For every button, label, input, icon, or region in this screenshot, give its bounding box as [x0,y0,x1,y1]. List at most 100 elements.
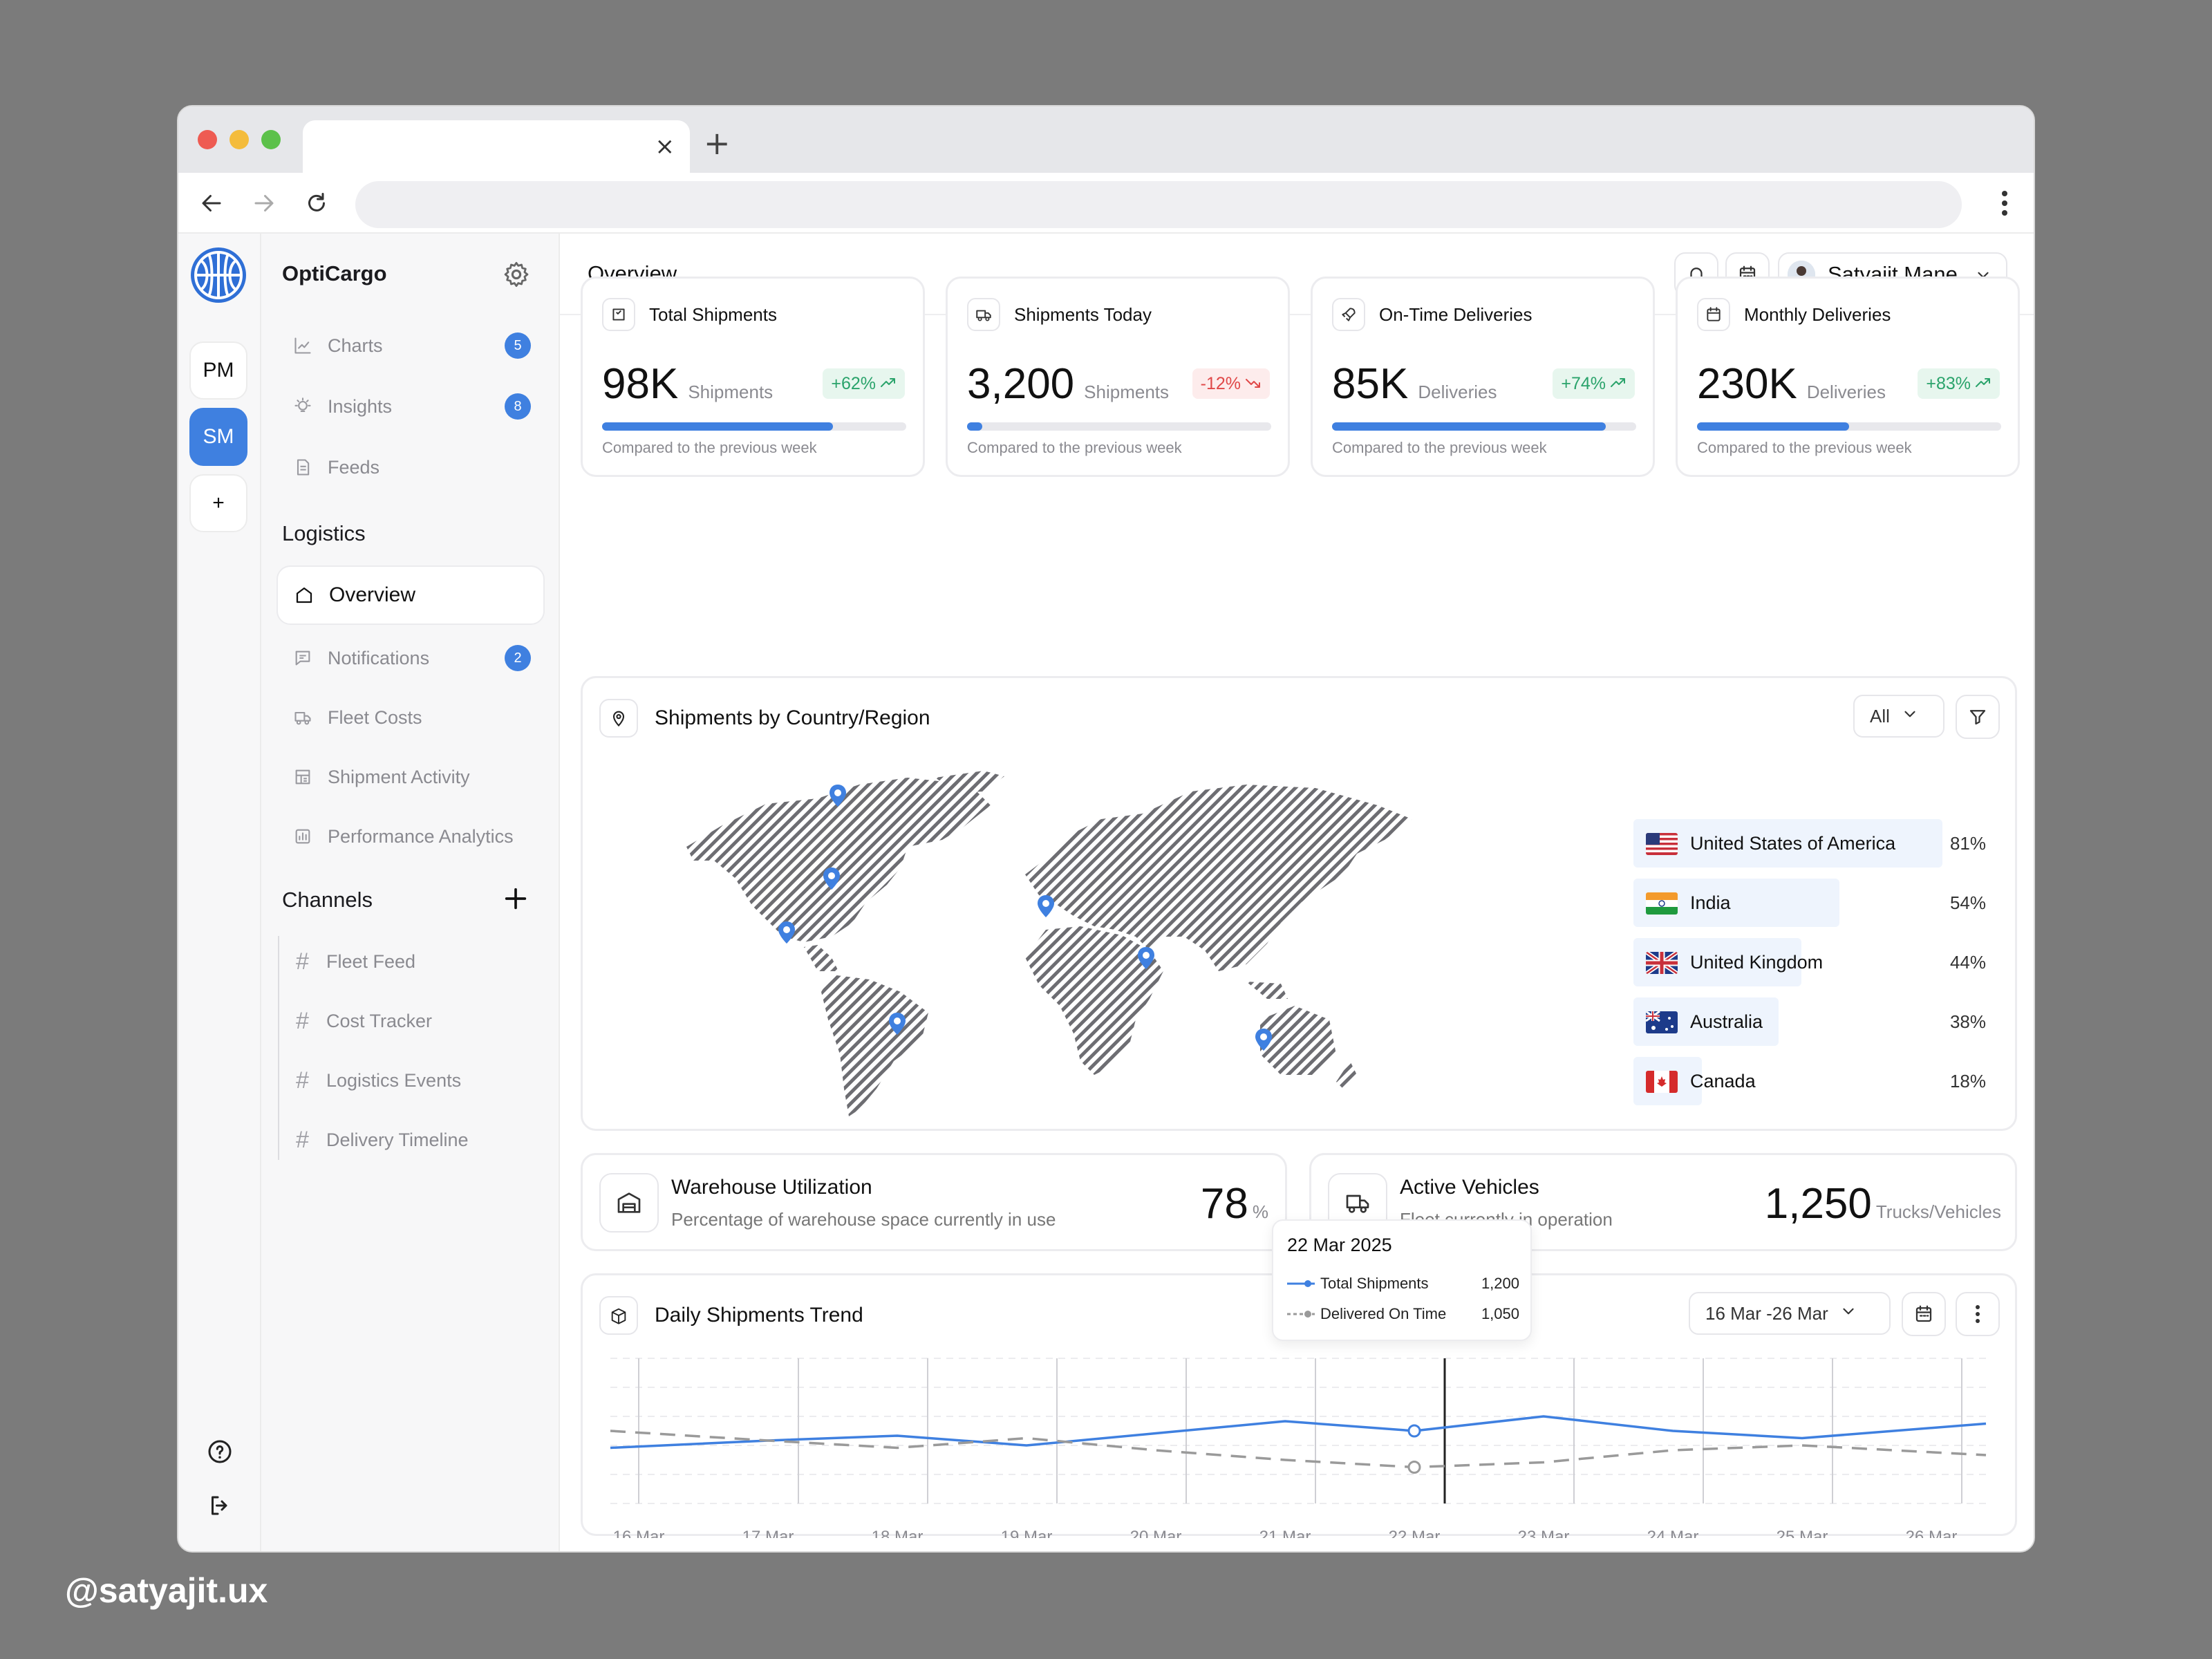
country-name: Canada [1690,1071,1756,1091]
progress-bar [1332,422,1636,431]
kpi-title: Monthly Deliveries [1744,303,1891,325]
channel-fleet-feed[interactable]: # Fleet Feed [296,948,415,975]
progress-fill [967,422,982,431]
country-percent: 54% [1949,892,1986,913]
value-unit: Trucks/Vehicles [1875,1201,2001,1222]
add-channel-icon[interactable] [502,885,529,916]
value-number: 1,250 [1764,1180,1872,1228]
kpi-card: On-Time Deliveries 85K Deliveries +74% Co… [1311,276,1655,477]
country-percent: 18% [1949,1071,1986,1091]
warehouse-utilization-card: Warehouse Utilization Percentage of ware… [581,1153,1287,1251]
section-header: Daily Shipments Trend [599,1296,863,1335]
sidebar-item-overview[interactable]: Overview [276,565,545,625]
browser-tab-bar: × + [178,106,2034,174]
hash-icon: # [296,1127,309,1153]
sidebar-item-fleet-costs[interactable]: Fleet Costs [276,690,545,745]
minimize-window-button[interactable] [229,130,249,149]
x-tick-label: 18 Mar [872,1528,924,1538]
map-pin-icon [1138,947,1154,969]
close-tab-icon[interactable]: × [655,133,675,160]
land-new-zealand [1336,1061,1357,1089]
country-row[interactable]: Canada 18% [1633,1057,1986,1105]
kpi-header: Shipments Today [967,298,1152,331]
maximize-window-button[interactable] [261,130,281,149]
more-options-icon[interactable] [1956,1292,2000,1336]
section-heading-logistics: Logistics [282,521,366,545]
land-indonesia [1246,982,1288,999]
channel-logistics-events[interactable]: # Logistics Events [296,1067,461,1094]
hash-icon: # [296,948,309,975]
series-dashed-line-icon [1287,1311,1315,1318]
kpi-number: 85K [1332,360,1409,408]
watermark: @satyajit.ux [65,1571,268,1610]
browser-menu-icon[interactable] [2000,189,2009,221]
vehicles-value: 1,250 Trucks/Vehicles [1765,1181,2001,1235]
kpi-note: Compared to the previous week [967,439,1182,456]
forward-icon[interactable] [249,188,279,218]
section-title: Shipments by Country/Region [655,706,930,729]
new-tab-button[interactable]: + [704,124,731,162]
sidebar-item-label: Shipment Activity [328,766,470,787]
change-badge: +62% [823,368,905,399]
x-tick-label: 23 Mar [1518,1528,1570,1538]
back-icon[interactable] [196,188,227,218]
land-central-america [804,945,838,971]
sidebar-item-feeds[interactable]: Feeds [276,440,545,495]
count-badge: 8 [505,393,531,420]
calendar-icon[interactable] [1902,1292,1946,1336]
x-tick-label: 25 Mar [1777,1528,1828,1538]
lightbulb-icon [289,393,317,420]
series-line-icon [1287,1280,1315,1287]
logout-icon[interactable] [207,1493,232,1521]
country-row[interactable]: India 54% [1633,879,1986,927]
app-logo[interactable] [188,245,249,306]
chevron-down-icon [1901,705,1919,728]
hash-icon: # [296,1067,309,1094]
close-window-button[interactable] [198,130,217,149]
channel-delivery-timeline[interactable]: # Delivery Timeline [296,1127,469,1154]
add-workspace-button[interactable]: + [189,474,247,532]
date-range-dropdown[interactable]: 16 Mar -26 Mar [1689,1292,1891,1335]
region-filter-dropdown[interactable]: All [1853,695,1944,738]
document-icon [289,453,317,481]
flag-au-icon [1646,1011,1678,1033]
sidebar-item-shipment-activity[interactable]: Shipment Activity [276,749,545,805]
sidebar-item-performance-analytics[interactable]: Performance Analytics [276,809,545,864]
kpi-note: Compared to the previous week [1697,439,1912,456]
progress-bar [967,422,1271,431]
address-bar[interactable] [355,181,1962,228]
browser-tab[interactable]: × [303,120,690,174]
kpi-value: 98K Shipments [602,362,773,415]
progress-bar [1697,422,2001,431]
filter-icon[interactable] [1956,695,2000,739]
x-tick-label: 19 Mar [1001,1528,1053,1538]
land-north-america [686,778,991,942]
country-row[interactable]: United States of America 81% [1633,819,1986,868]
land-greenland [935,771,1004,793]
help-icon[interactable] [207,1439,232,1468]
change-value: +74% [1561,373,1606,393]
sidebar-item-notifications[interactable]: Notifications 2 [276,630,545,686]
sidebar-item-label: Insights [328,395,393,417]
country-row[interactable]: United Kingdom 44% [1633,938,1986,986]
workspace-pm[interactable]: PM [189,341,247,400]
channel-label: Cost Tracker [326,1011,433,1031]
channel-label: Delivery Timeline [326,1130,469,1150]
map-pin-icon [1038,895,1054,917]
count-badge: 2 [505,645,531,671]
gear-icon[interactable] [502,260,531,292]
flag-us-icon [1646,833,1678,855]
reload-icon[interactable] [301,188,332,218]
sidebar-item-charts[interactable]: Charts 5 [276,318,545,373]
channel-label: Logistics Events [326,1070,462,1091]
workspace-sm[interactable]: SM [189,408,247,466]
tooltip-date: 22 Mar 2025 [1287,1235,1392,1255]
sidebar-item-insights[interactable]: Insights 8 [276,379,545,434]
channel-cost-tracker[interactable]: # Cost Tracker [296,1008,432,1035]
country-row[interactable]: Australia 38% [1633,997,1986,1046]
dropdown-value: 16 Mar -26 Mar [1705,1302,1828,1324]
sidebar-item-label: Notifications [328,647,430,668]
kpi-card: Monthly Deliveries 230K Deliveries +83% C… [1676,276,2020,477]
kpi-card: Total Shipments 98K Shipments +62% Compar… [581,276,925,477]
land-eurasia [1025,785,1412,971]
